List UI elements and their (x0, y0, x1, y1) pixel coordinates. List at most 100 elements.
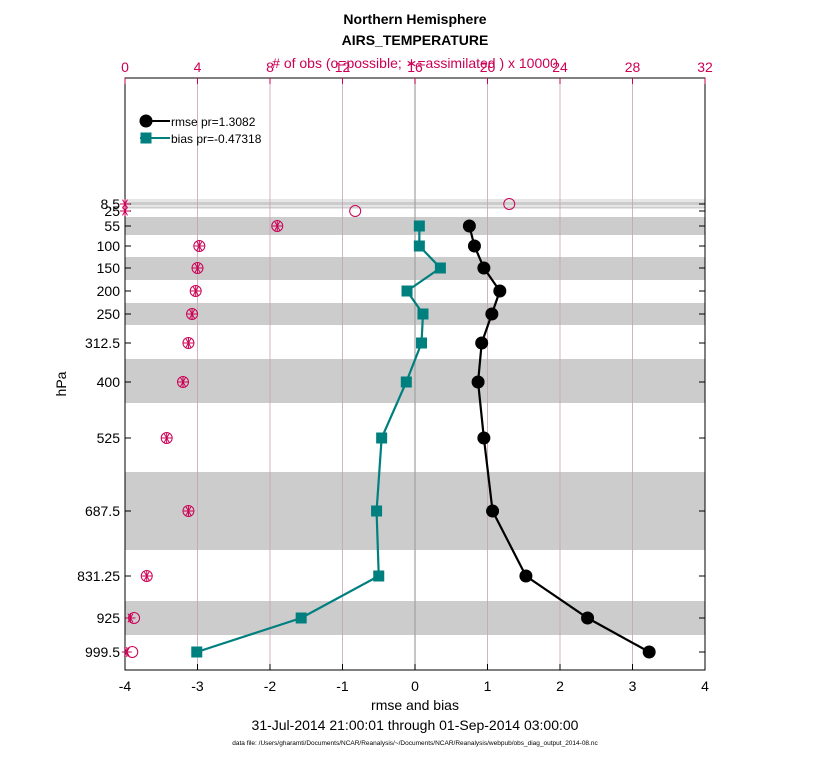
obs-possible-marker (189, 285, 202, 297)
bias-point (413, 220, 425, 232)
obs-possible-marker (186, 308, 199, 320)
obs-assimilated-marker (120, 199, 130, 209)
bottom-tick-label: -3 (191, 678, 204, 694)
bias-point (371, 505, 383, 517)
obs-assimilated-marker (121, 647, 132, 657)
bias-point (373, 570, 385, 582)
top-tick-label: 4 (194, 59, 202, 75)
top-axis-ticks: 0 4 8 12 16 20 24 28 32 (121, 59, 713, 84)
rmse-point (642, 645, 656, 659)
obs-assimilated-marker (187, 309, 198, 319)
chart-subtitle: AIRS_TEMPERATURE (342, 32, 489, 48)
top-tick-label: 28 (625, 59, 641, 75)
datafile-label: data file: /Users/gharamti/Documents/NCA… (232, 740, 598, 747)
bias-point (416, 337, 428, 349)
rmse-point (471, 375, 485, 389)
bottom-tick-label: 3 (629, 678, 637, 694)
legend-bias-marker (140, 132, 152, 144)
obs-assimilated-marker (125, 613, 136, 623)
obs-assimilated-marker (141, 571, 152, 581)
x-axis-label: rmse and bias (371, 697, 459, 713)
bias-point (401, 285, 413, 297)
bias-point (413, 240, 425, 252)
rmse-point (493, 284, 507, 298)
y-tick-label: 400 (97, 374, 121, 390)
top-tick-label: 12 (335, 59, 351, 75)
obs-assimilated-marker (183, 338, 194, 348)
obs-count-layer (120, 198, 516, 658)
y-tick-label: 525 (97, 430, 121, 446)
obs-assimilated-marker (120, 206, 130, 216)
y-tick-label: 100 (97, 238, 121, 254)
obs-possible-marker (191, 262, 204, 274)
y-tick-label: 200 (97, 283, 121, 299)
rmse-point (519, 569, 533, 583)
obs-possible-marker (349, 205, 362, 217)
legend-rmse-label: rmse pr=1.3082 (171, 115, 256, 129)
obs-possible-marker (160, 432, 173, 444)
rmse-point (581, 611, 595, 625)
bias-point (191, 646, 203, 658)
top-tick-label: 24 (552, 59, 568, 75)
y-tick-label: 250 (97, 306, 121, 322)
bias-point (400, 376, 412, 388)
obs-possible-marker (182, 337, 195, 349)
bottom-tick-label: 2 (556, 678, 564, 694)
rmse-point (486, 504, 500, 518)
rmse-point (475, 336, 489, 350)
obs-possible-marker (140, 570, 153, 582)
top-tick-label: 8 (266, 59, 274, 75)
bottom-tick-label: -2 (264, 678, 277, 694)
y-tick-label: 8.5 (101, 196, 121, 212)
top-axis-label: # of obs (o=possible; ∗=assimilated ) x … (272, 55, 558, 71)
bottom-tick-label: -1 (336, 678, 349, 694)
obs-assimilated-marker (190, 286, 201, 296)
y-tick-label: 999.5 (85, 644, 120, 660)
legend: rmse pr=1.3082 bias pr=-0.47318 (139, 114, 262, 146)
legend-bias-label: bias pr=-0.47318 (171, 132, 262, 146)
obs-assimilated-marker (178, 377, 188, 387)
y-tick-label: 687.5 (85, 503, 120, 519)
bias-point (417, 308, 429, 320)
bias-point (295, 612, 307, 624)
bias-point (376, 432, 388, 444)
y-tick-label: 150 (97, 260, 121, 276)
obs-possible-marker (271, 220, 284, 232)
rmse-point (477, 431, 491, 445)
chart-title: Northern Hemisphere (343, 11, 486, 27)
y-tick-label: 925 (97, 610, 121, 626)
top-tick-label: 20 (480, 59, 496, 75)
y-tick-label: 312.5 (85, 335, 120, 351)
bottom-tick-label: 0 (411, 678, 419, 694)
bottom-tick-label: 4 (701, 678, 709, 694)
legend-rmse-marker (139, 114, 153, 128)
bottom-tick-label: 1 (484, 678, 492, 694)
period-label: 31-Jul-2014 21:00:01 through 01-Sep-2014… (252, 717, 579, 733)
obs-possible-marker (177, 376, 189, 388)
bottom-tick-label: -4 (119, 678, 132, 694)
obs-assimilated-marker (272, 221, 283, 231)
obs-possible-marker (182, 505, 195, 517)
y-tick-label: 55 (104, 218, 120, 234)
obs-assimilated-marker (192, 263, 203, 273)
top-tick-label: 16 (407, 59, 423, 75)
y-tick-label: 25 (104, 203, 120, 219)
rmse-point (485, 307, 499, 321)
rmse-point (477, 261, 491, 275)
obs-assimilated-marker (161, 433, 172, 443)
obs-possible-marker (193, 240, 206, 252)
bias-point (434, 262, 446, 274)
obs-possible-marker (503, 198, 516, 210)
y-tick-label: 831.25 (77, 568, 120, 584)
rmse-point (462, 219, 476, 233)
series-layer (191, 219, 656, 659)
obs-assimilated-marker (183, 506, 194, 516)
obs-assimilated-marker (194, 241, 205, 251)
rmse-point (467, 239, 481, 253)
y-axis-label: hPa (53, 371, 69, 396)
bottom-axis-ticks: -4 -3 -2 -1 0 1 2 3 4 (119, 664, 709, 694)
top-tick-label: 32 (697, 59, 713, 75)
top-tick-label: 0 (121, 59, 129, 75)
